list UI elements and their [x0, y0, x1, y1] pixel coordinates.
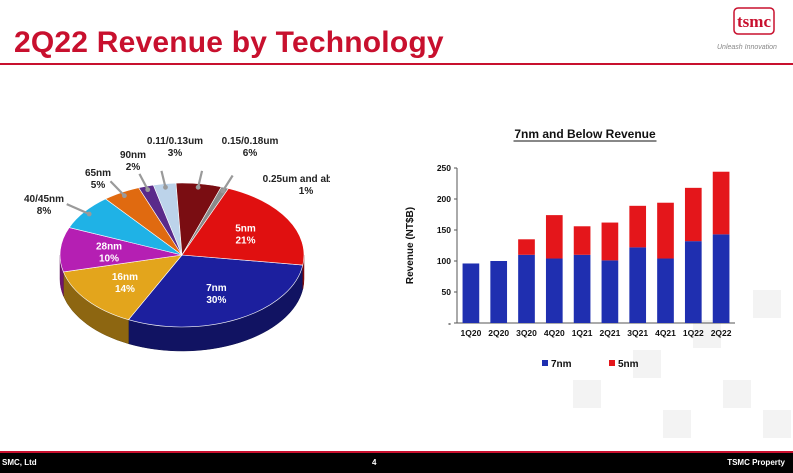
background-grid-decoration	[573, 290, 791, 438]
bar-7nm-2q20	[490, 261, 508, 323]
pie-leader-40-45nm	[66, 203, 90, 216]
bar-7nm-4q21	[657, 258, 674, 323]
bar-legend: 7nm 5nm	[542, 359, 639, 370]
pie-pct-16nm: 14%	[115, 284, 135, 295]
pie-leader-90nm	[138, 173, 149, 191]
pie-leader-dot-40-45nm	[86, 211, 92, 217]
bar-5nm-1q21	[573, 226, 591, 255]
bar-7nm-3q21	[629, 247, 647, 323]
bar-7nm-2q21	[601, 260, 619, 323]
pie-label-28nm: 28nm	[96, 242, 122, 253]
bar-7nm-4q20	[545, 258, 563, 323]
pie-pct-90nm: 2%	[126, 162, 141, 173]
pie-pct-0-15-0-18um: 6%	[243, 148, 258, 159]
pie-label-40-45nm: 40/45nm	[24, 194, 64, 205]
pie-leader-0-25um-and-above	[221, 174, 234, 192]
footer-company: SMC, Ltd	[2, 458, 37, 467]
pie-leader-dot-0-25um-and-above	[220, 188, 226, 194]
pie-slice-7nm	[127, 254, 304, 328]
pie-label-16nm: 16nm	[112, 272, 138, 283]
footer-divider	[0, 451, 793, 453]
pie-pct-0-11-0-13um: 3%	[168, 148, 183, 159]
y-tick-label: 250	[437, 163, 451, 173]
pie-top-faces	[59, 182, 305, 328]
pie-label-5nm: 5nm	[235, 224, 256, 235]
y-tick-label: 150	[437, 225, 451, 235]
bar-7nm-1q22	[684, 241, 702, 323]
x-tick-label-3q21: 3Q21	[627, 328, 648, 338]
pie-pct-0-25um-and-above: 1%	[299, 186, 314, 197]
logo-frame-icon	[733, 7, 775, 35]
legend-label-5nm: 5nm	[618, 359, 639, 370]
pie-pct-5nm: 21%	[236, 236, 256, 247]
pie-label-0-11-0-13um: 0.11/0.13um	[147, 136, 203, 147]
y-tick-label: 50	[442, 287, 452, 297]
pie-label-65nm: 65nm	[85, 168, 111, 179]
x-tick-label-2q22: 2Q22	[711, 328, 732, 338]
pie-label-0-15-0-18um: 0.15/0.18um	[222, 136, 279, 147]
x-tick-label-1q21: 1Q21	[572, 328, 593, 338]
pie-slice-5nm	[181, 188, 305, 266]
x-tick-label-4q20: 4Q20	[544, 328, 565, 338]
x-tick-label-1q20: 1Q20	[461, 328, 482, 338]
pie-label-0-25um-and-above: 0.25um and above	[263, 174, 330, 185]
bar-chart-title: 7nm and Below Revenue	[514, 127, 656, 141]
y-ticks: - 50 100 150 200 250	[437, 163, 457, 328]
bar-5nm-3q20	[518, 239, 535, 255]
bar-5nm-4q20	[545, 215, 563, 259]
bar-7nm-3q20	[518, 254, 535, 323]
pie-slice-16nm	[62, 254, 183, 321]
pie-label-7nm: 7nm	[206, 283, 227, 294]
bar-5nm-2q21	[601, 222, 619, 261]
pie-leader-0-11-0-13um	[160, 170, 167, 188]
logo-tagline: Unleash Innovation	[717, 44, 777, 51]
pie-pct-40-45nm: 8%	[37, 206, 52, 217]
pie-chart: 7nm30%16nm14%28nm10%40/45nm8%65nm5%90nm2…	[24, 136, 330, 352]
bar-5nm-3q21	[629, 205, 647, 248]
pie-pct-65nm: 5%	[91, 180, 106, 191]
pie-label-90nm: 90nm	[120, 150, 146, 161]
x-ticks: 1Q20 2Q20 3Q20 4Q20 1Q21 2Q21 3Q21 4Q21 1Q22 2Q22	[461, 328, 732, 338]
x-tick-label-1q22: 1Q22	[683, 328, 704, 338]
x-tick-label-3q20: 3Q20	[516, 328, 537, 338]
y-tick-label: -	[448, 318, 451, 328]
bar-chart: 7nm and Below Revenue Revenue (NT$B) - 50 10…	[405, 127, 735, 370]
legend-swatch-7nm	[542, 360, 548, 366]
x-tick-label-4q21: 4Q21	[655, 328, 676, 338]
footer-page-number: 4	[372, 458, 377, 467]
y-tick-label: 100	[437, 256, 451, 266]
bar-5nm-4q21	[657, 202, 674, 259]
x-tick-label-2q21: 2Q21	[600, 328, 621, 338]
y-axis-label: Revenue (NT$B)	[405, 207, 416, 284]
footer-property: TSMC Property	[727, 458, 785, 467]
pie-leader-65nm	[109, 180, 126, 197]
pie-pct-7nm: 30%	[206, 295, 226, 306]
x-tick-label-2q20: 2Q20	[488, 328, 509, 338]
pie-leader-dot-65nm	[122, 193, 127, 199]
bar-5nm-1q22	[684, 187, 702, 242]
bar-7nm-2q22	[712, 234, 730, 323]
bar-7nm-1q20	[462, 263, 480, 323]
pie-leader-dot-90nm	[145, 187, 151, 193]
pie-leader-dot-0-11-0-13um	[163, 184, 168, 190]
logo-wordmark: tsmc	[737, 12, 771, 31]
legend-swatch-5nm	[609, 360, 615, 366]
legend-label-7nm: 7nm	[551, 359, 572, 370]
bar-7nm-1q21	[573, 254, 591, 323]
pie-labels: 7nm30%16nm14%28nm10%40/45nm8%65nm5%90nm2…	[24, 136, 330, 306]
pie-pct-28nm: 10%	[99, 254, 119, 265]
pie-slice-28nm	[59, 227, 183, 273]
bar-5nm-2q22	[712, 171, 730, 235]
slide-title: 2Q22 Revenue by Technology	[14, 26, 444, 59]
bars	[462, 171, 730, 323]
tsmc-logo: tsmc	[722, 6, 782, 46]
pie-leader-dot-0-15-0-18um	[195, 184, 201, 190]
title-divider	[0, 63, 793, 65]
y-tick-label: 200	[437, 194, 451, 204]
footer-bar: SMC, Ltd 4 TSMC Property	[0, 453, 793, 473]
pie-leader-0-15-0-18um	[197, 170, 204, 188]
